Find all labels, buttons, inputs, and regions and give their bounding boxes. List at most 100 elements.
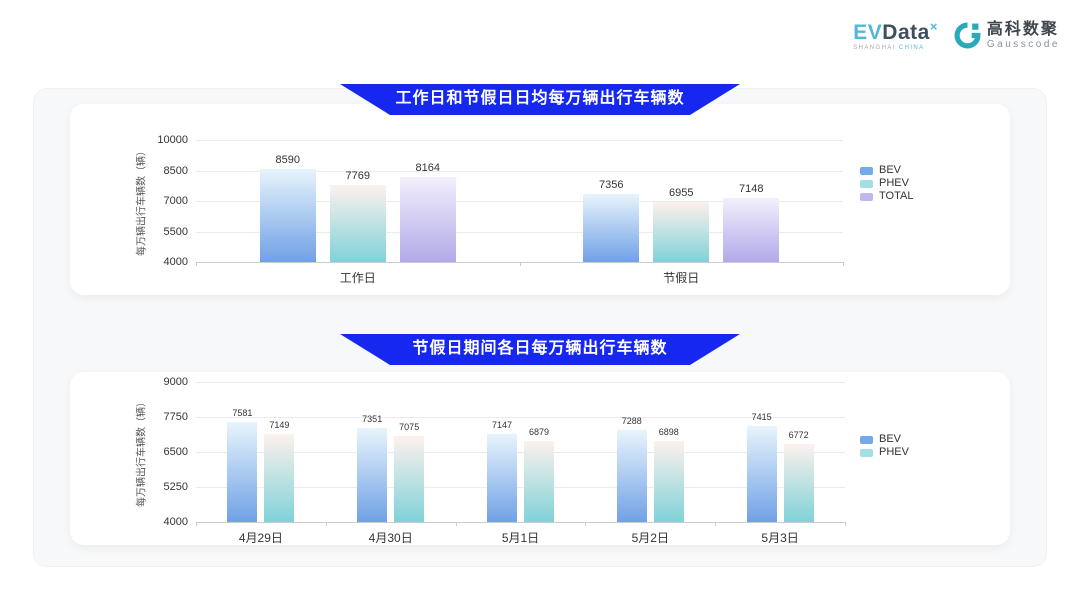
bar-bev-group2[interactable]	[357, 428, 388, 522]
gausscode-g-icon	[954, 22, 981, 49]
gridline	[196, 382, 845, 383]
bar-value-label: 6955	[669, 186, 694, 199]
x-axis-category-label: 工作日	[339, 271, 376, 285]
legend-label-phev: PHEV	[879, 446, 909, 458]
gausscode-name-en: Gausscode	[986, 38, 1060, 50]
y-axis-tick-label: 5250	[163, 481, 188, 493]
bar-value-label: 7581	[232, 407, 253, 418]
gridline	[196, 487, 845, 488]
chart-legend: BEV PHEV	[860, 433, 909, 461]
chart2-title-banner: 节假日期间各日每万辆出行车辆数	[340, 334, 740, 365]
x-axis-category-label: 4月29日	[238, 531, 283, 545]
chart1-title-banner: 工作日和节假日日均每万辆出行车辆数	[340, 84, 740, 115]
bar-total-group2[interactable]	[723, 197, 780, 262]
chart-card-daily-average: 4000 5500 7000 8500 10000 8590 7769 8164 工作日 7356…	[70, 104, 1010, 295]
evdata-tagline-left: SHANGHAI	[853, 45, 896, 51]
gridline	[196, 140, 843, 141]
x-axis-category-label: 5月3日	[761, 531, 799, 545]
x-axis-line	[196, 522, 845, 523]
x-axis-tick	[196, 522, 197, 526]
gridline	[196, 417, 845, 418]
bar-bev-group4[interactable]	[616, 429, 647, 522]
x-axis-tick	[845, 522, 846, 526]
x-axis-tick	[843, 262, 844, 266]
y-axis-title: 每万辆出行车辆数（辆）	[136, 146, 148, 256]
y-axis-tick-label: 4000	[163, 516, 188, 528]
x-axis-tick	[715, 522, 717, 526]
bar-bev-group1[interactable]	[227, 421, 258, 522]
x-axis-tick	[196, 262, 197, 266]
x-axis-tick	[585, 522, 587, 526]
evdata-logo: EVData× SHANGHAI CHINA	[853, 20, 938, 51]
bar-value-label: 6879	[528, 427, 550, 438]
bar-value-label: 7356	[599, 178, 624, 191]
gausscode-name-cn: 高科数聚	[986, 20, 1059, 38]
legend-swatch-phev	[860, 179, 873, 188]
x-axis-category-label: 5月2日	[631, 531, 669, 545]
gridline	[196, 201, 843, 202]
gridline	[196, 170, 843, 172]
bar-bev-group3[interactable]	[487, 433, 517, 522]
gridline	[196, 231, 843, 233]
gridline	[196, 452, 845, 453]
bar-value-label: 7415	[751, 412, 772, 423]
y-axis-title: 每万辆出行车辆数（辆）	[136, 397, 148, 507]
evdata-tagline: SHANGHAI CHINA	[853, 45, 938, 51]
bar-chart-workday-holiday: 4000 5500 7000 8500 10000 8590 7769 8164 工作日 7356…	[70, 104, 1010, 295]
bar-chart-holiday-days: 4000 5250 6500 7750 9000 7581 7149 4月29日 7351 707…	[70, 372, 1010, 545]
y-axis-tick-label: 4000	[163, 256, 188, 268]
bar-phev-group1[interactable]	[329, 185, 386, 262]
legend-swatch-bev	[860, 435, 873, 444]
bar-bev-group1[interactable]	[259, 168, 316, 262]
bar-phev-group4[interactable]	[653, 440, 684, 522]
bar-value-label: 6772	[788, 430, 809, 441]
evdata-data-text: Data	[882, 21, 930, 44]
x-axis-tick	[325, 522, 327, 526]
bar-bev-group2[interactable]	[583, 193, 640, 262]
bar-phev-group5[interactable]	[783, 444, 814, 522]
x-axis-tick	[519, 262, 521, 266]
y-axis-tick-label: 8500	[163, 164, 188, 177]
bar-value-label: 8590	[275, 153, 300, 166]
evdata-ev-text: EV	[853, 21, 883, 44]
bar-bev-group5[interactable]	[746, 426, 777, 522]
gausscode-wordmark: 高科数聚 Gausscode	[986, 20, 1060, 50]
chart-card-holiday-daily: 4000 5250 6500 7750 9000 7581 7149 4月29日 7351 707…	[70, 372, 1010, 545]
bar-phev-group3[interactable]	[524, 441, 554, 522]
y-axis-tick-label: 5500	[163, 225, 188, 238]
bar-value-label: 7075	[399, 421, 420, 432]
legend-label-bev: BEV	[879, 433, 902, 445]
legend-item-bev[interactable]: BEV	[860, 164, 913, 176]
y-axis-tick-label: 10000	[157, 134, 188, 146]
bar-value-label: 7288	[621, 415, 642, 426]
bar-value-label: 7149	[269, 419, 290, 430]
legend-swatch-bev	[860, 166, 873, 175]
legend-item-phev[interactable]: PHEV	[860, 446, 909, 458]
bar-phev-group2[interactable]	[394, 435, 425, 522]
x-axis-tick	[455, 522, 457, 526]
x-axis-category-label: 5月1日	[501, 531, 540, 545]
bar-value-label: 6898	[658, 426, 679, 437]
y-axis-tick-label: 6500	[163, 446, 188, 458]
bar-phev-group1[interactable]	[264, 433, 295, 522]
header-logos: EVData× SHANGHAI CHINA 高科数聚 Gausscode	[853, 20, 1060, 51]
x-axis-category-label: 4月30日	[368, 531, 413, 545]
y-axis-tick-label: 7750	[163, 411, 188, 423]
legend-label-bev: BEV	[879, 164, 902, 176]
bar-phev-group2[interactable]	[653, 201, 710, 262]
evdata-x-icon: ×	[929, 19, 938, 34]
gausscode-logo: 高科数聚 Gausscode	[954, 20, 1060, 50]
evdata-tagline-right: CHINA	[898, 45, 925, 51]
legend-item-total[interactable]: TOTAL	[860, 190, 914, 202]
bar-value-label: 7769	[345, 170, 370, 183]
legend-item-bev[interactable]: BEV	[860, 433, 909, 445]
bar-value-label: 8164	[415, 162, 440, 175]
bar-value-label: 7351	[362, 414, 383, 425]
y-axis-tick-label: 9000	[163, 376, 188, 388]
bar-value-label: 7148	[739, 182, 764, 195]
legend-item-phev[interactable]: PHEV	[860, 177, 913, 189]
bar-total-group1[interactable]	[399, 177, 456, 262]
legend-label-phev: PHEV	[879, 177, 909, 189]
legend-label-total: TOTAL	[879, 190, 914, 202]
legend-swatch-total	[860, 192, 873, 201]
